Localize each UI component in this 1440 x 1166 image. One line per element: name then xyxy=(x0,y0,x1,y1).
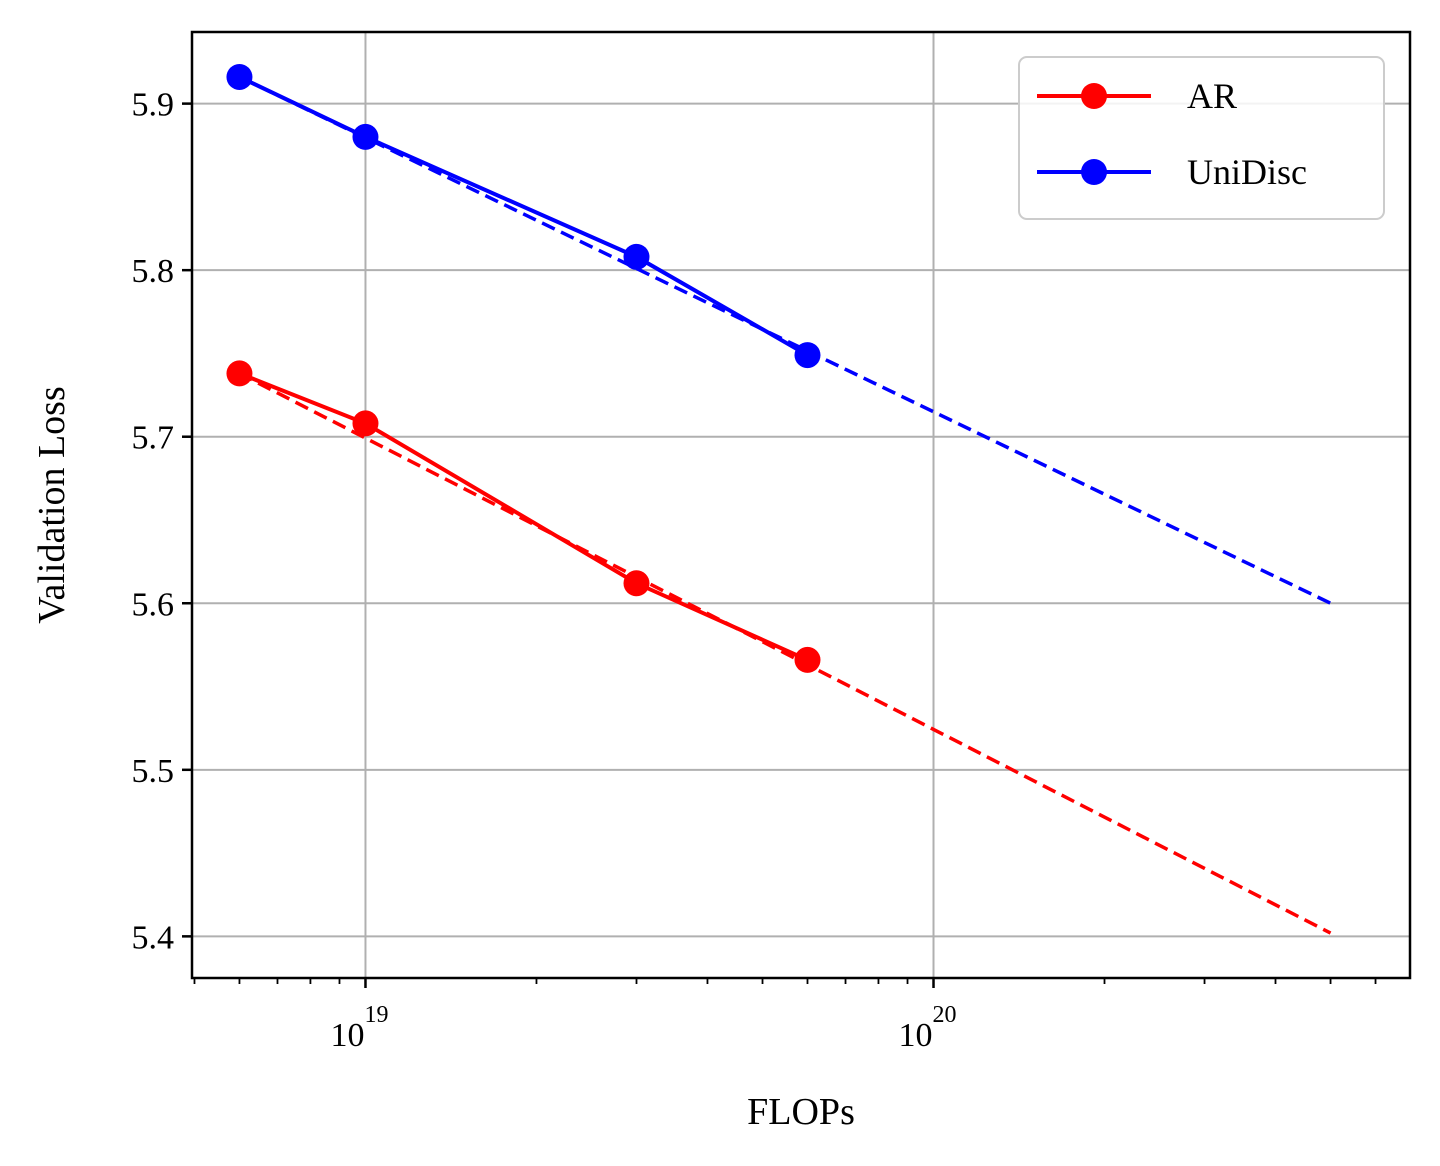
data-point-unidisc xyxy=(226,63,253,90)
legend-label: UniDisc xyxy=(1187,152,1307,192)
fit-line-ar xyxy=(238,371,1332,935)
x-tick-base: 10 xyxy=(899,1017,933,1054)
legend-label: AR xyxy=(1187,76,1237,116)
plot-frame xyxy=(190,30,1412,980)
x-axis-label: FLOPs xyxy=(747,1091,855,1133)
legend-marker-unidisc xyxy=(1081,159,1107,185)
data-point-ar xyxy=(623,570,650,597)
y-tick-label: 5.9 xyxy=(132,87,175,124)
x-tick-label: 1019 xyxy=(330,1002,388,1054)
fit-lines xyxy=(238,75,1332,935)
legend: AR UniDisc xyxy=(1018,56,1385,220)
grid xyxy=(192,32,1410,978)
data-series xyxy=(226,63,821,673)
y-axis-ticks: 5.4 5.5 5.6 5.7 5.8 5.9 xyxy=(132,87,192,956)
series-line-unidisc xyxy=(238,75,809,357)
data-point-unidisc xyxy=(352,123,379,150)
y-tick-label: 5.8 xyxy=(132,253,175,290)
y-tick-label: 5.6 xyxy=(132,586,175,623)
y-tick-label: 5.7 xyxy=(132,420,175,457)
x-tick-base: 10 xyxy=(330,1017,364,1054)
fit-line-unidisc xyxy=(238,75,1332,605)
data-point-unidisc xyxy=(623,243,650,270)
y-tick-label: 5.4 xyxy=(132,919,175,956)
series-line-ar xyxy=(238,371,809,662)
data-point-ar xyxy=(226,360,253,387)
legend-marker-ar xyxy=(1081,83,1107,109)
data-point-unidisc xyxy=(794,342,821,369)
x-tick-label: 1020 xyxy=(899,1002,957,1054)
x-tick-exponent: 19 xyxy=(364,1002,388,1028)
data-point-ar xyxy=(352,410,379,437)
data-point-ar xyxy=(794,646,821,673)
y-axis-label: Validation Loss xyxy=(31,386,73,623)
x-tick-exponent: 20 xyxy=(933,1002,957,1028)
y-tick-label: 5.5 xyxy=(132,753,175,790)
